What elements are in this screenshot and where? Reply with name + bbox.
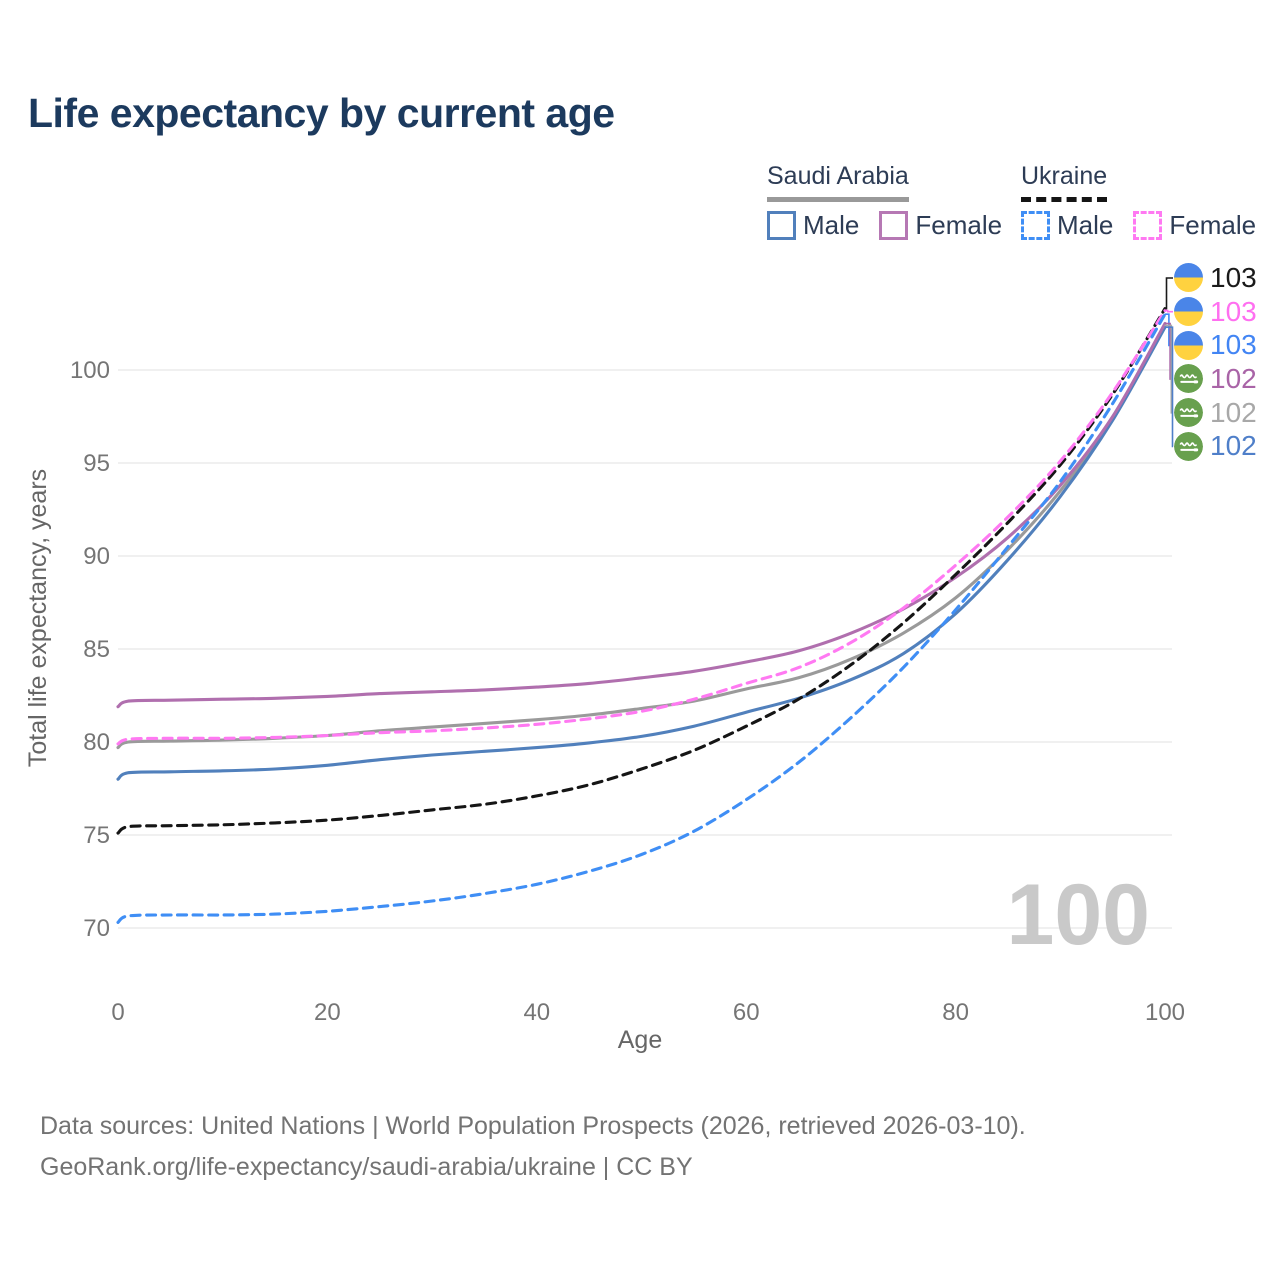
legend-country-ukraine: Ukraine xyxy=(1021,162,1108,202)
end-value-label: 102 xyxy=(1210,430,1257,462)
y-tick-90: 90 xyxy=(83,543,110,570)
footer-line-1: Data sources: United Nations | World Pop… xyxy=(40,1112,1026,1140)
end-value-label: 103 xyxy=(1210,295,1257,327)
ukraine-flag-icon xyxy=(1174,297,1203,327)
y-tick-95: 95 xyxy=(83,450,110,477)
footer-line-2: GeoRank.org/life-expectancy/saudi-arabia… xyxy=(40,1153,693,1181)
x-tick-80: 80 xyxy=(942,999,969,1026)
ukraine-female-swatch-icon xyxy=(1133,211,1163,240)
legend-item-label: Male xyxy=(1057,210,1114,240)
legend-group-ukraine: Ukraine Male Female xyxy=(1021,162,1256,241)
x-tick-60: 60 xyxy=(733,999,760,1026)
ukraine-male-swatch-icon xyxy=(1021,211,1050,240)
y-tick-100: 100 xyxy=(70,357,110,384)
ukraine-flag-icon xyxy=(1174,330,1203,360)
end-label-connector xyxy=(1164,277,1173,310)
end-label-row-ukraine-total: 103 xyxy=(1174,261,1257,295)
end-label-connector xyxy=(1164,326,1174,448)
y-tick-85: 85 xyxy=(83,636,110,663)
end-label-row-ukraine-male: 103 xyxy=(1174,328,1257,362)
legend-item-saudi-female[interactable]: Female xyxy=(879,210,1002,241)
line-ukraine-female[interactable] xyxy=(116,308,1167,746)
line-saudi-arabia-male[interactable] xyxy=(116,325,1167,781)
y-axis-title: Total life expectancy, years xyxy=(24,469,52,767)
end-label-row-saudi-arabia-male: 102 xyxy=(1174,429,1257,463)
legend-item-ukraine-female[interactable]: Female xyxy=(1133,210,1256,241)
legend-item-label: Female xyxy=(915,210,1003,240)
data-source-footer: Data sources: United Nations | World Pop… xyxy=(40,1106,1026,1188)
x-tick-100: 100 xyxy=(1145,999,1185,1026)
end-label-connector xyxy=(1164,309,1173,313)
y-tick-70: 70 xyxy=(83,915,110,942)
end-value-label: 103 xyxy=(1210,329,1257,361)
saudi-male-swatch-icon xyxy=(767,211,796,240)
legend-item-saudi-male[interactable]: Male xyxy=(767,210,859,241)
ukraine-flag-icon xyxy=(1174,263,1203,293)
legend-item-ukraine-male[interactable]: Male xyxy=(1021,210,1113,241)
end-label-row-ukraine-female: 103 xyxy=(1174,295,1257,329)
y-tick-80: 80 xyxy=(83,729,110,756)
line-ukraine-male[interactable] xyxy=(116,312,1167,924)
legend-country-saudi-arabia: Saudi Arabia xyxy=(767,162,909,202)
end-value-labels: 103 103 103 102 102 102 xyxy=(1174,261,1257,463)
page-title: Life expectancy by current age xyxy=(28,90,615,136)
x-tick-20: 20 xyxy=(314,999,341,1026)
legend-item-label: Male xyxy=(803,210,860,240)
line-saudi-arabia-female[interactable] xyxy=(116,321,1167,709)
end-label-row-saudi-arabia-female: 102 xyxy=(1174,362,1257,396)
end-value-label: 102 xyxy=(1210,396,1257,428)
legend-item-label: Female xyxy=(1169,210,1257,240)
line-ukraine-total[interactable] xyxy=(116,307,1167,835)
x-tick-0: 0 xyxy=(111,999,124,1026)
chart-canvas[interactable]: 70 75 80 85 90 95 100 0 20 40 60 80 100 Age Total life… xyxy=(0,0,1280,1080)
end-label-row-saudi-arabia-total: 102 xyxy=(1174,396,1257,430)
legend-group-saudi-arabia: Saudi Arabia Male Female xyxy=(767,162,1002,241)
end-value-label: 102 xyxy=(1210,362,1257,394)
x-tick-40: 40 xyxy=(523,999,550,1026)
y-tick-75: 75 xyxy=(83,822,110,849)
saudi-female-swatch-icon xyxy=(879,211,909,240)
end-value-label: 103 xyxy=(1210,261,1257,293)
saudi-arabia-flag-icon xyxy=(1174,364,1203,394)
saudi-arabia-flag-icon xyxy=(1174,398,1203,428)
hovered-age-watermark: 100 xyxy=(1007,867,1151,963)
saudi-arabia-flag-icon xyxy=(1174,431,1203,461)
x-axis-title: Age xyxy=(618,1026,662,1054)
